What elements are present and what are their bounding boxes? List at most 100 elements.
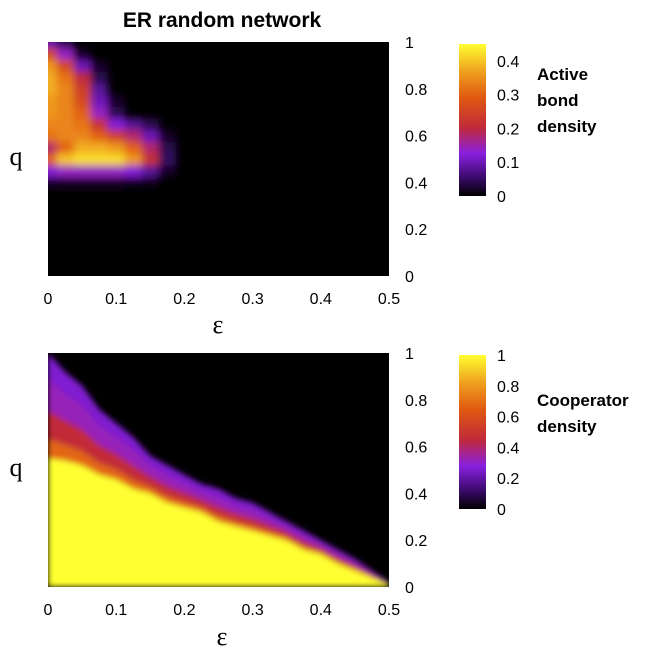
heatmap-cell [48, 47, 58, 61]
colorbar-tick-label: 0.2 [497, 471, 519, 488]
y-tick-label: 0.2 [405, 533, 427, 550]
heatmap-cell [56, 59, 75, 72]
heatmap-cell [73, 141, 92, 154]
y-tick-label: 0 [405, 269, 414, 286]
heatmap-cell [73, 59, 92, 72]
heatmap-cell [73, 94, 92, 107]
colorbar-tick-label: 1 [497, 348, 506, 365]
heatmap-cell [48, 164, 58, 178]
heatmap-cell [56, 153, 75, 166]
heatmap-cell [56, 106, 75, 119]
x-tick-label: 0.3 [241, 291, 263, 308]
colorbar-2: 0 0.2 0.4 0.6 0.8 1 Cooperator density [459, 348, 629, 519]
heatmap-cell [56, 71, 75, 84]
colorbar-1-label-line-2: bond [537, 91, 579, 110]
x-tick-label: 0.2 [173, 602, 195, 619]
heatmap-cell [141, 118, 160, 131]
y-tick-label: 1 [405, 35, 414, 52]
heatmap-cell [48, 129, 58, 142]
colorbar-2-gradient [459, 355, 486, 509]
heatmap-cell [90, 106, 109, 119]
heatmap-cell [107, 141, 126, 154]
heatmap-cell [48, 71, 58, 84]
heatmap-cell [56, 129, 75, 142]
heatmap-cell [73, 118, 92, 131]
heatmap-cell [56, 118, 75, 131]
x-tick-label: 0 [44, 602, 53, 619]
heatmap-cell [48, 106, 58, 119]
heatmap-cell [48, 153, 58, 166]
heatmap-cell [73, 129, 92, 142]
colorbar-1: 0 0.1 0.2 0.3 0.4 Active bond density [459, 44, 597, 206]
x-tick-label: 0.3 [241, 602, 263, 619]
heatmap-1-plot-area [48, 42, 389, 276]
heatmap-cell [90, 82, 109, 96]
colorbar-tick-label: 0 [497, 502, 506, 519]
heatmap-cell [73, 47, 92, 61]
y-tick-label: 0.6 [405, 440, 427, 457]
colorbar-tick-label: 0 [497, 189, 506, 206]
colorbar-tick-label: 0.2 [497, 121, 519, 138]
heatmap-cell [73, 106, 92, 119]
heatmap-2-plot-area [48, 353, 389, 587]
band-red [48, 410, 389, 585]
y-axis-2-ticks: 0 0.2 0.4 0.6 0.8 1 [405, 346, 427, 597]
heatmap-cell [90, 176, 109, 189]
heatmap-cell [107, 129, 126, 142]
heatmap-cell [107, 153, 126, 166]
density-bands [48, 353, 389, 587]
heatmap-cell [48, 176, 58, 189]
colorbar-1-label-line-3: density [537, 117, 597, 136]
heatmap-cell [90, 59, 109, 72]
heatmap-cell [73, 176, 92, 189]
heatmap-cell [48, 141, 58, 154]
heatmap-cell [90, 118, 109, 131]
colorbar-tick-label: 0.1 [497, 155, 519, 172]
heatmap-cell [48, 118, 58, 131]
y-axis-1-label: q [10, 142, 23, 171]
y-tick-label: 0.4 [405, 486, 427, 503]
heatmap-cell [124, 118, 143, 131]
heatmap-cell [124, 164, 143, 178]
x-axis-2-label: ε [217, 622, 228, 651]
colorbar-2-label-line-2: density [537, 417, 597, 436]
heatmap-cell [158, 164, 177, 178]
x-tick-label: 0.4 [310, 602, 332, 619]
heatmap-cell [90, 141, 109, 154]
colorbar-tick-label: 0.4 [497, 440, 519, 457]
heatmap-cell [107, 106, 126, 119]
x-tick-label: 0 [44, 291, 53, 308]
heatmap-cell [56, 42, 75, 49]
heatmap-cell [73, 164, 92, 178]
heatmap-cell [107, 118, 126, 131]
heatmap-cell [124, 153, 143, 166]
heatmap-cell [90, 71, 109, 84]
colorbar-tick-label: 0.8 [497, 379, 519, 396]
colorbar-tick-label: 0.6 [497, 410, 519, 427]
heatmap-1-cells [48, 42, 177, 189]
y-axis-2-label: q [10, 453, 23, 482]
heatmap-cell [90, 164, 109, 178]
x-axis-2-ticks: 0 0.1 0.2 0.3 0.4 0.5 [44, 602, 401, 619]
heatmap-cell [56, 47, 75, 61]
colorbar-tick-label: 0.4 [497, 54, 519, 71]
x-tick-label: 0.5 [378, 602, 400, 619]
heatmap-cell [107, 176, 126, 189]
colorbar-1-label-line-1: Active [537, 65, 588, 84]
heatmap-cell [73, 82, 92, 96]
heatmap-cell [56, 176, 75, 189]
heatmap-cell [56, 141, 75, 154]
band-purple-outer [48, 353, 389, 583]
heatmap-cell [141, 153, 160, 166]
band-yellow [48, 458, 389, 587]
heatmap-cell [141, 176, 160, 189]
y-tick-label: 0.8 [405, 393, 427, 410]
colorbar-2-ticks: 0 0.2 0.4 0.6 0.8 1 [497, 348, 519, 519]
colorbar-tick-label: 0.3 [497, 88, 519, 105]
x-tick-label: 0.2 [173, 291, 195, 308]
x-axis-1-ticks: 0 0.1 0.2 0.3 0.4 0.5 [44, 291, 401, 308]
heatmap-cell [90, 94, 109, 107]
chart-title: ER random network [123, 9, 322, 32]
heatmap-cell [90, 129, 109, 142]
x-tick-label: 0.1 [105, 291, 127, 308]
